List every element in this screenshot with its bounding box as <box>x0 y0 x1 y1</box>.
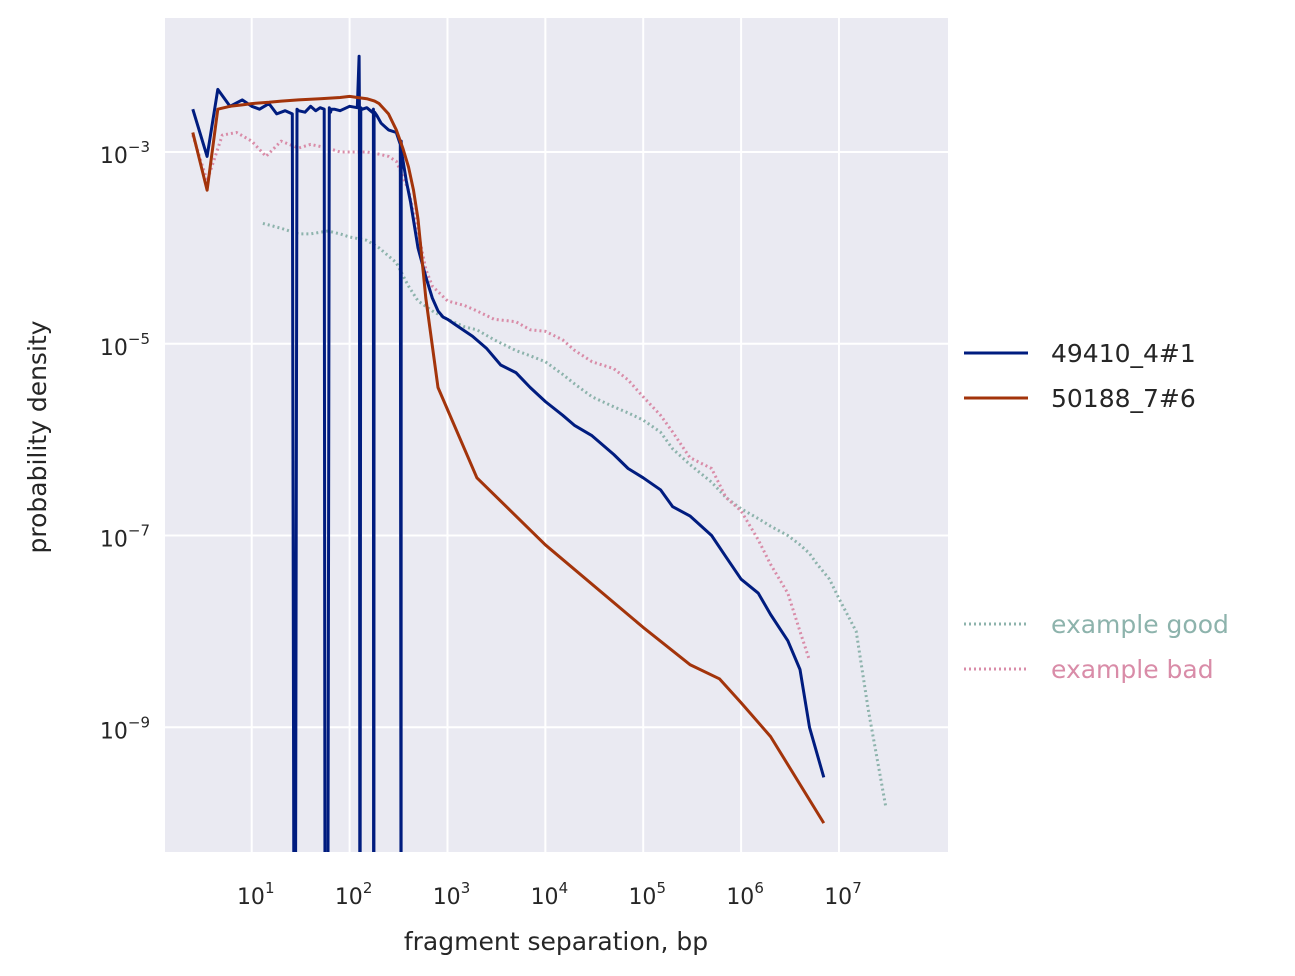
series-lines <box>191 54 888 852</box>
x-tick-label-4: 105 <box>628 879 666 910</box>
x-tick-label-1: 102 <box>335 879 373 910</box>
x-tick-label-5: 106 <box>726 879 764 910</box>
series-line-example-good <box>262 221 888 807</box>
y-axis-label: probability density <box>23 320 52 553</box>
legend-label-3: example bad <box>1051 655 1214 684</box>
legend-label-1: 50188_7#6 <box>1051 384 1196 413</box>
y-tick-label-2: 10−7 <box>100 522 150 553</box>
legend-label-0: 49410_4#1 <box>1051 339 1196 368</box>
series-line-example-bad <box>191 131 811 661</box>
y-tick-label-0: 10−3 <box>100 138 150 169</box>
y-tick-label-1: 10−5 <box>100 330 150 361</box>
legend-label-2: example good <box>1051 610 1229 639</box>
x-tick-labels: 101 102 103 104 105 106 107 <box>237 879 862 910</box>
x-tick-label-3: 104 <box>531 879 569 910</box>
x-axis-label: fragment separation, bp <box>404 927 708 956</box>
x-tick-label-0: 101 <box>237 879 275 910</box>
x-tick-label-2: 103 <box>433 879 471 910</box>
y-tick-label-3: 10−9 <box>100 713 150 744</box>
series-line-50188-7-6 <box>191 94 826 824</box>
x-tick-label-6: 107 <box>824 879 862 910</box>
y-tick-labels: 10−3 10−5 10−7 10−9 <box>100 138 150 744</box>
series-line-49410-4-1 <box>191 54 826 852</box>
